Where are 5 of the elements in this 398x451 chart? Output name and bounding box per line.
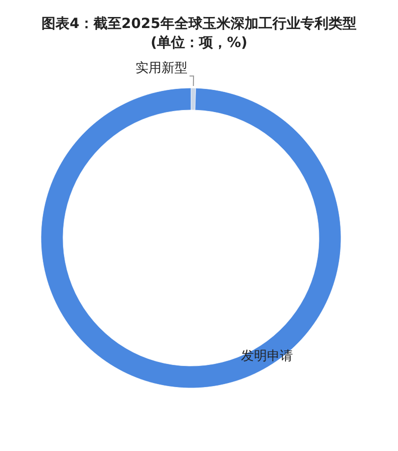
chart-subtitle: (单位：项，%) bbox=[150, 35, 248, 51]
slice-label: 发明申请 bbox=[241, 349, 293, 364]
slice-label: 实用新型 bbox=[136, 61, 188, 76]
donut-slice bbox=[40, 88, 342, 388]
chart-title: 图表4：截至2025年全球玉米深加工行业专利类型 bbox=[42, 15, 356, 32]
